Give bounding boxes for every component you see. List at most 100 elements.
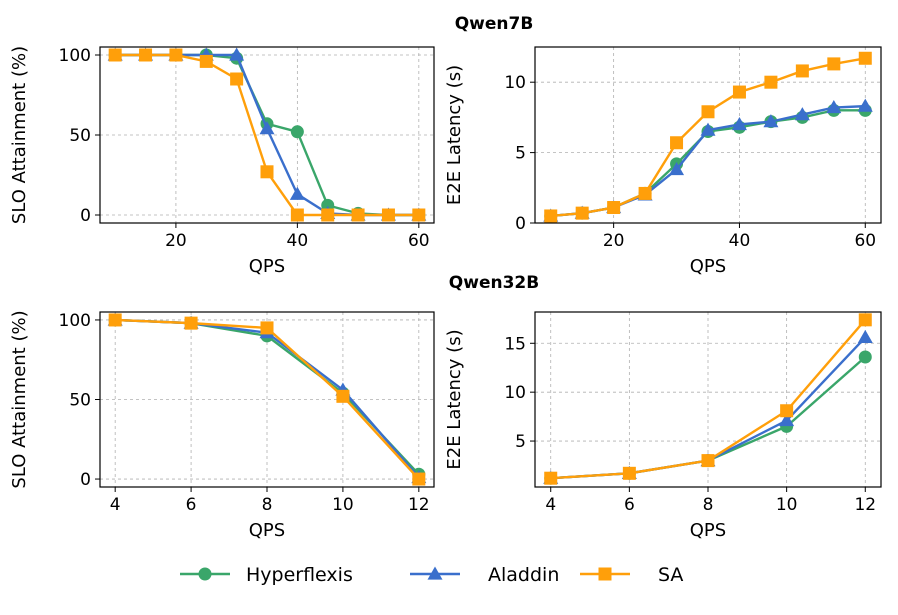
data-point-sa [670,136,684,150]
data-point-sa [260,321,274,335]
data-point-sa [336,389,350,403]
y-tick-label: 0 [80,470,91,490]
data-point-aladdin [826,100,842,114]
x-tick-label: 6 [624,495,635,515]
x-tick-label: 8 [703,495,714,515]
data-point-aladdin [229,47,245,61]
y-axis-label: SLO Attainment (%) [9,46,30,224]
x-tick-label: 4 [110,495,121,515]
y-axis-label: E2E Latency (s) [444,65,465,205]
x-tick-label: 60 [408,231,430,251]
data-point-sa [351,208,365,222]
x-axis-label: QPS [690,520,726,541]
data-point-sa [184,316,198,330]
data-point-sa [260,165,274,179]
data-point-aladdin [259,121,275,135]
x-tick-label: 40 [287,231,309,251]
data-point-sa [795,64,809,78]
title-qwen7b: Qwen7B [455,14,534,34]
data-point-hyperflexis [858,350,872,364]
y-tick-label: 15 [504,334,526,354]
data-point-sa [108,313,122,327]
data-point-aladdin [669,161,685,176]
y-axis-label: E2E Latency (s) [444,329,465,469]
data-point-sa [321,208,335,222]
y-tick-label: 0 [515,214,526,234]
x-tick-label: 8 [262,495,273,515]
data-point-sa [169,48,183,62]
data-point-sa [607,201,621,215]
subplot-3: 4 6 8 10 12 5 10 15 QPS E2E Latency (s) [444,311,882,541]
data-point-sa [412,472,426,486]
y-tick-label: 0 [80,206,91,226]
data-point-sa [199,54,213,68]
legend-label: Aladdin [488,564,559,586]
data-point-aladdin [763,114,779,128]
data-point-aladdin [289,186,305,200]
y-tick-label: 50 [69,126,91,146]
data-point-sa [858,51,872,65]
x-tick-label: 20 [165,231,187,251]
data-point-hyperflexis [290,125,304,139]
data-point-sa [780,404,794,418]
legend-marker [598,567,612,581]
legend-marker [427,566,443,580]
legend-label: Hyperflexis [246,564,353,586]
y-axis-label: SLO Attainment (%) [9,310,30,488]
data-point-sa [230,72,244,86]
legend-item-aladdin: Aladdin [410,564,559,586]
y-tick-label: 100 [59,46,91,66]
data-point-sa [544,209,558,223]
legend-marker [198,567,212,581]
x-axis-label: QPS [249,256,285,277]
legend-item-sa: SA [580,564,683,586]
axes-frame [534,46,882,224]
data-point-aladdin [731,116,747,131]
y-tick-label: 10 [504,383,526,403]
legend-item-hyperflexis: Hyperflexis [180,564,353,586]
legend: Hyperflexis Aladdin SA [180,564,683,586]
data-point-sa [381,208,395,222]
subplot-1: 20 40 60 0 5 10 QPS E2E Latency (s) [444,46,882,277]
data-point-sa [638,186,652,200]
legend-label: SA [658,564,683,586]
subplot-0: 20 40 60 0 50 100 QPS SLO Attainment (%) [9,46,435,277]
data-point-aladdin [857,98,873,112]
data-point-sa [139,48,153,62]
y-tick-label: 100 [59,311,91,331]
data-point-sa [290,208,304,222]
data-point-sa [108,48,122,62]
x-tick-label: 12 [854,495,876,515]
y-tick-label: 5 [515,432,526,452]
data-point-sa [858,313,872,327]
data-point-sa [575,206,589,220]
y-tick-label: 5 [515,144,526,164]
x-tick-label: 10 [332,495,354,515]
data-point-aladdin [794,107,810,121]
x-tick-label: 6 [186,495,197,515]
data-point-sa [701,105,715,119]
data-point-sa [544,471,558,485]
x-tick-label: 20 [603,231,625,251]
data-point-sa [732,85,746,99]
x-tick-label: 60 [854,231,876,251]
data-point-sa [622,466,636,480]
data-point-sa [412,208,426,222]
subplot-2: 4 6 8 10 12 0 50 100 QPS SLO Attainment (%) [9,310,435,541]
x-axis-label: QPS [690,256,726,277]
data-point-aladdin [700,122,716,136]
data-point-sa [764,75,778,89]
y-tick-label: 50 [69,391,91,411]
data-point-aladdin [779,413,795,427]
x-tick-label: 12 [408,495,430,515]
x-tick-label: 4 [545,495,556,515]
y-tick-label: 10 [504,73,526,93]
x-axis-label: QPS [249,520,285,541]
data-point-aladdin [857,329,873,344]
x-tick-label: 10 [776,495,798,515]
data-point-sa [701,454,715,468]
data-point-sa [827,57,841,71]
x-tick-label: 40 [729,231,751,251]
